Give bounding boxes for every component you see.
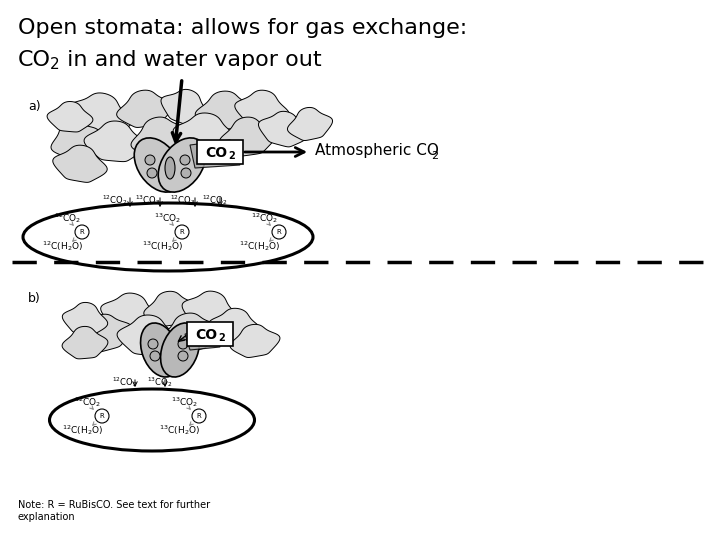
Polygon shape <box>161 313 220 353</box>
Polygon shape <box>131 117 189 157</box>
FancyBboxPatch shape <box>197 140 243 164</box>
Polygon shape <box>195 91 255 130</box>
Polygon shape <box>230 325 280 357</box>
Polygon shape <box>209 308 261 343</box>
Text: $^{12}$CO$_2$: $^{12}$CO$_2$ <box>74 395 102 409</box>
Ellipse shape <box>134 138 181 192</box>
Text: $^{12}$CO$_2$: $^{12}$CO$_2$ <box>202 193 228 207</box>
Polygon shape <box>101 293 159 333</box>
Circle shape <box>175 225 189 239</box>
Polygon shape <box>182 291 238 331</box>
Text: R: R <box>276 229 282 235</box>
Polygon shape <box>220 117 276 156</box>
Circle shape <box>75 225 89 239</box>
Text: $^{12}$CO$_2$: $^{12}$CO$_2$ <box>102 193 127 207</box>
Polygon shape <box>190 140 240 168</box>
Polygon shape <box>117 90 174 127</box>
Ellipse shape <box>161 323 199 377</box>
Circle shape <box>150 351 160 361</box>
Polygon shape <box>235 90 289 127</box>
Text: $^{13}$CO$_2$: $^{13}$CO$_2$ <box>154 211 181 225</box>
Text: $^{13}$CO$_2$: $^{13}$CO$_2$ <box>135 193 161 207</box>
Text: $^{12}$C(H$_2$O): $^{12}$C(H$_2$O) <box>240 239 281 253</box>
Text: R: R <box>80 229 84 235</box>
Polygon shape <box>53 145 107 183</box>
Circle shape <box>178 339 188 349</box>
Ellipse shape <box>158 138 206 192</box>
Text: b): b) <box>28 292 41 305</box>
Text: CO: CO <box>18 50 51 70</box>
Ellipse shape <box>23 203 313 271</box>
Text: 2: 2 <box>50 57 60 72</box>
Text: a): a) <box>28 100 40 113</box>
Polygon shape <box>185 329 220 350</box>
Text: $^{12}$CO$_2$: $^{12}$CO$_2$ <box>251 211 279 225</box>
Text: $^{13}$CO$_2$: $^{13}$CO$_2$ <box>171 395 199 409</box>
Text: in and water vapor out: in and water vapor out <box>60 50 322 70</box>
Text: 2: 2 <box>431 151 438 161</box>
Polygon shape <box>287 107 333 140</box>
Circle shape <box>180 155 190 165</box>
Polygon shape <box>173 113 237 154</box>
Text: Open stomata: allows for gas exchange:: Open stomata: allows for gas exchange: <box>18 18 467 38</box>
Text: $^{13}$C(H$_2$O): $^{13}$C(H$_2$O) <box>159 423 201 437</box>
Circle shape <box>147 168 157 178</box>
Text: $^{12}$CO$_2$: $^{12}$CO$_2$ <box>55 211 81 225</box>
Text: 2: 2 <box>218 333 225 343</box>
Text: $^{12}$CO$_2$: $^{12}$CO$_2$ <box>170 193 196 207</box>
Circle shape <box>272 225 286 239</box>
Circle shape <box>95 409 109 423</box>
Polygon shape <box>117 315 179 356</box>
Polygon shape <box>63 302 108 335</box>
Ellipse shape <box>165 157 175 179</box>
Polygon shape <box>161 90 209 125</box>
Polygon shape <box>258 111 307 147</box>
Polygon shape <box>62 326 108 359</box>
Text: Atmospheric CO: Atmospheric CO <box>315 143 439 158</box>
Polygon shape <box>69 93 131 135</box>
Text: $^{13}$CO$_2$: $^{13}$CO$_2$ <box>148 375 173 389</box>
Text: $^{12}$C(H$_2$O): $^{12}$C(H$_2$O) <box>63 423 104 437</box>
Text: CO: CO <box>205 146 227 160</box>
Ellipse shape <box>140 323 179 377</box>
Circle shape <box>148 339 158 349</box>
Polygon shape <box>51 120 99 158</box>
Text: $^{12}$CO$_2$: $^{12}$CO$_2$ <box>112 375 138 389</box>
Circle shape <box>192 409 206 423</box>
Polygon shape <box>78 314 132 352</box>
Circle shape <box>145 155 155 165</box>
Text: R: R <box>197 413 202 419</box>
Text: Note: R = RuBisCO. See text for further
explanation: Note: R = RuBisCO. See text for further … <box>18 500 210 522</box>
Text: 2: 2 <box>228 151 235 161</box>
Circle shape <box>181 168 191 178</box>
Polygon shape <box>144 291 196 326</box>
Text: $^{13}$C(H$_2$O): $^{13}$C(H$_2$O) <box>143 239 184 253</box>
Polygon shape <box>47 102 93 132</box>
Text: $^{12}$C(H$_2$O): $^{12}$C(H$_2$O) <box>42 239 84 253</box>
Ellipse shape <box>50 389 254 451</box>
FancyBboxPatch shape <box>187 322 233 346</box>
Text: R: R <box>99 413 104 419</box>
Text: R: R <box>179 229 184 235</box>
Polygon shape <box>84 121 146 161</box>
Text: CO: CO <box>195 328 217 342</box>
Circle shape <box>178 351 188 361</box>
